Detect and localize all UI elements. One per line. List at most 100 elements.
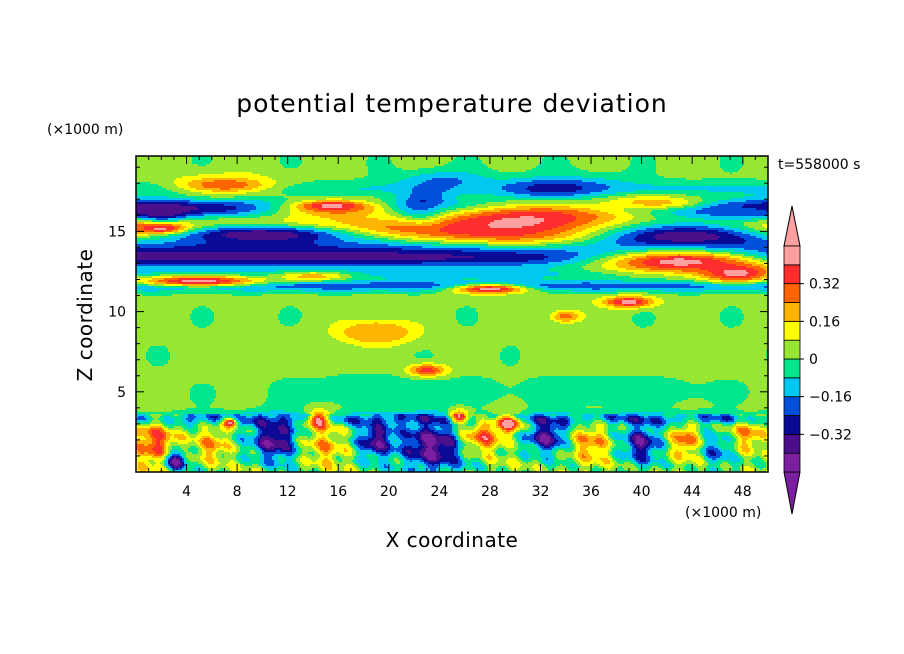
- field-cell: [302, 172, 304, 174]
- field-cell: [214, 172, 216, 174]
- field-cell: [750, 158, 752, 160]
- field-cell: [242, 176, 244, 178]
- field-cell: [324, 164, 326, 166]
- field-cell: [262, 162, 264, 164]
- field-cell: [276, 166, 278, 168]
- field-cell: [714, 158, 716, 160]
- field-cell: [432, 174, 434, 176]
- field-cell: [480, 170, 482, 172]
- field-cell: [318, 158, 320, 160]
- field-cell: [210, 170, 212, 172]
- field-cell: [364, 164, 366, 166]
- field-cell: [540, 172, 542, 174]
- field-cell: [204, 162, 206, 164]
- field-cell: [240, 172, 242, 174]
- field-cell: [402, 168, 404, 170]
- field-cell: [232, 176, 234, 178]
- field-cell: [394, 168, 396, 170]
- field-cell: [512, 166, 514, 168]
- field-cell: [708, 166, 710, 168]
- field-cell: [554, 172, 556, 174]
- field-cell: [254, 172, 256, 174]
- field-cell: [694, 158, 696, 160]
- field-cell: [564, 162, 566, 164]
- field-cell: [152, 170, 154, 172]
- field-cell: [632, 158, 634, 160]
- field-cell: [684, 166, 686, 168]
- field-cell: [718, 162, 720, 164]
- field-cell: [558, 168, 560, 170]
- field-cell: [276, 172, 278, 174]
- field-cell: [748, 158, 750, 160]
- field-cell: [238, 170, 240, 172]
- field-cell: [346, 174, 348, 176]
- field-cell: [244, 162, 246, 164]
- field-cell: [260, 174, 262, 176]
- field-cell: [536, 160, 538, 162]
- field-cell: [246, 174, 248, 176]
- field-cell: [318, 166, 320, 168]
- field-cell: [530, 162, 532, 164]
- field-cell: [262, 168, 264, 170]
- field-cell: [338, 172, 340, 174]
- field-cell: [606, 172, 608, 174]
- field-cell: [288, 168, 290, 170]
- field-cell: [442, 172, 444, 174]
- field-cell: [342, 158, 344, 160]
- field-cell: [356, 168, 358, 170]
- field-cell: [706, 174, 708, 176]
- field-cell: [736, 168, 738, 170]
- field-cell: [624, 158, 626, 160]
- field-cell: [510, 162, 512, 164]
- field-cell: [184, 158, 186, 160]
- field-cell: [160, 164, 162, 166]
- field-cell: [234, 176, 236, 178]
- field-cell: [442, 168, 444, 170]
- field-cell: [360, 166, 362, 168]
- field-cell: [510, 174, 512, 176]
- field-cell: [560, 164, 562, 166]
- field-cell: [734, 158, 736, 160]
- field-cell: [140, 168, 142, 170]
- field-cell: [382, 162, 384, 164]
- field-cell: [616, 170, 618, 172]
- field-cell: [652, 162, 654, 164]
- field-cell: [716, 172, 718, 174]
- field-cell: [456, 168, 458, 170]
- field-cell: [554, 174, 556, 176]
- field-cell: [478, 158, 480, 160]
- field-cell: [330, 158, 332, 160]
- field-cell: [696, 166, 698, 168]
- field-cell: [334, 170, 336, 172]
- field-cell: [276, 160, 278, 162]
- field-cell: [638, 162, 640, 164]
- field-cell: [352, 170, 354, 172]
- field-cell: [702, 174, 704, 176]
- field-cell: [728, 162, 730, 164]
- field-cell: [330, 166, 332, 168]
- field-cell: [254, 164, 256, 166]
- field-cell: [220, 174, 222, 176]
- field-cell: [602, 166, 604, 168]
- field-cell: [294, 160, 296, 162]
- field-cell: [662, 162, 664, 164]
- field-cell: [654, 174, 656, 176]
- field-cell: [696, 170, 698, 172]
- field-cell: [408, 164, 410, 166]
- field-cell: [302, 168, 304, 170]
- field-cell: [544, 172, 546, 174]
- field-cell: [150, 176, 152, 178]
- field-cell: [720, 170, 722, 172]
- field-cell: [732, 162, 734, 164]
- field-cell: [640, 166, 642, 168]
- field-cell: [578, 164, 580, 166]
- field-cell: [320, 174, 322, 176]
- field-cell: [154, 172, 156, 174]
- field-cell: [268, 162, 270, 164]
- field-cell: [354, 174, 356, 176]
- field-cell: [714, 160, 716, 162]
- field-cell: [522, 158, 524, 160]
- field-cell: [350, 168, 352, 170]
- field-cell: [142, 176, 144, 178]
- field-cell: [694, 162, 696, 164]
